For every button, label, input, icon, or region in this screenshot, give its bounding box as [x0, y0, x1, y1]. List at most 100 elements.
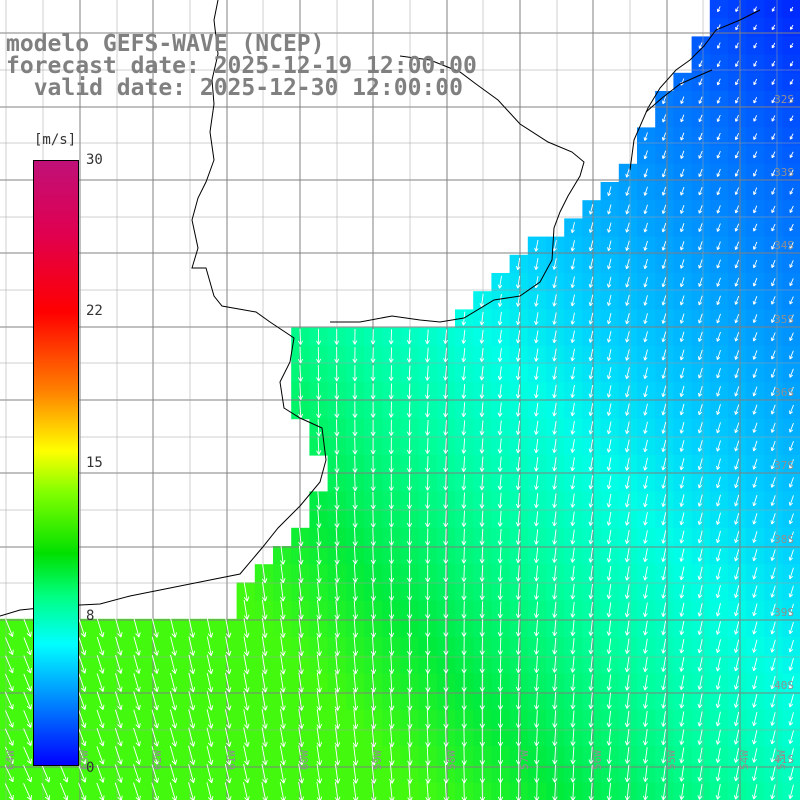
wind-arrow	[515, 384, 521, 399]
wind-arrow	[352, 419, 358, 437]
wind-arrow	[698, 223, 703, 233]
wind-arrow	[716, 60, 721, 68]
wind-cell	[782, 782, 800, 800]
wind-arrow	[388, 654, 395, 674]
wind-arrow	[479, 601, 485, 619]
wind-arrow	[316, 654, 322, 675]
wind-arrow	[679, 729, 685, 745]
wind-arrow	[734, 350, 740, 360]
wind-arrow	[643, 204, 648, 215]
wind-arrow	[316, 618, 322, 638]
wind-arrow	[78, 764, 87, 783]
wind-arrow	[770, 748, 776, 763]
wind-arrow	[114, 727, 123, 747]
wind-arrow	[570, 565, 576, 582]
wind-arrow	[298, 581, 304, 602]
wind-arrow	[334, 527, 340, 547]
wind-arrow	[425, 438, 430, 454]
wind-arrow	[534, 366, 539, 380]
wind-arrow	[316, 709, 323, 729]
wind-arrow	[334, 346, 340, 364]
wind-arrow	[280, 618, 286, 638]
wind-arrow	[169, 727, 178, 747]
wind-arrow	[406, 437, 412, 455]
wind-arrow	[443, 474, 449, 491]
wind-arrow	[661, 385, 667, 398]
wind-arrow	[78, 618, 87, 638]
wind-arrow	[752, 675, 758, 690]
wind-arrow	[734, 512, 740, 525]
wind-arrow	[570, 312, 575, 325]
wind-arrow	[790, 6, 794, 12]
wind-arrow	[243, 581, 250, 602]
wind-arrow	[643, 331, 648, 343]
wind-arrow	[370, 709, 377, 729]
wind-arrow	[443, 619, 449, 637]
wind-arrow	[407, 727, 413, 748]
wind-arrow	[461, 365, 467, 381]
wind-arrow	[679, 476, 685, 489]
wind-arrow	[316, 527, 322, 547]
wind-arrow	[733, 693, 740, 708]
wind-arrow	[734, 169, 740, 177]
wind-arrow	[334, 437, 340, 455]
wind-arrow	[788, 639, 794, 653]
wind-arrow	[352, 763, 359, 784]
colorbar-tick-30: 30	[86, 152, 103, 168]
wind-arrow	[771, 278, 776, 287]
wind-arrow	[788, 549, 794, 561]
wind-arrow	[570, 222, 575, 234]
wind-arrow	[533, 565, 539, 582]
wind-arrow	[788, 495, 794, 506]
wind-arrow	[715, 566, 721, 580]
wind-arrow	[661, 656, 667, 672]
wind-arrow	[334, 672, 341, 693]
wind-arrow	[298, 781, 305, 800]
wind-arrow	[661, 620, 667, 636]
wind-arrow	[752, 748, 758, 763]
wind-arrow	[716, 349, 721, 361]
wind-arrow	[206, 654, 214, 675]
wind-arrow	[5, 619, 14, 637]
wind-arrow	[370, 437, 376, 455]
wind-arrow	[698, 331, 703, 342]
wind-arrow	[716, 205, 721, 214]
wind-arrow	[715, 639, 721, 654]
wind-arrow	[406, 329, 412, 345]
wind-arrow	[679, 747, 685, 764]
wind-arrow	[552, 764, 558, 783]
wind-arrow	[625, 186, 630, 196]
wind-arrow	[770, 350, 776, 360]
wind-arrow	[625, 349, 630, 361]
wind-arrow	[643, 548, 648, 563]
wind-arrow	[534, 312, 539, 325]
wind-arrow	[316, 600, 322, 620]
wind-arrow	[715, 621, 721, 635]
wind-arrow	[733, 639, 740, 653]
wind-arrow	[479, 402, 485, 417]
wind-arrow	[4, 710, 14, 728]
wind-arrow	[789, 422, 794, 433]
wind-arrow	[334, 455, 340, 473]
wind-arrow	[588, 529, 594, 545]
wind-arrow	[679, 765, 685, 782]
wind-arrow	[770, 549, 776, 562]
lat-label: 32S	[774, 93, 794, 106]
wind-arrow	[697, 765, 703, 782]
wind-arrow	[552, 475, 557, 490]
wind-arrow	[552, 366, 557, 380]
wind-arrow	[188, 654, 196, 675]
wind-arrow	[661, 331, 667, 343]
wind-arrow	[96, 655, 105, 674]
wind-arrow	[78, 655, 87, 674]
wind-arrow	[624, 765, 630, 783]
wind-arrow	[752, 513, 758, 525]
wind-arrow	[461, 601, 467, 619]
wind-arrow	[624, 584, 630, 599]
wind-arrow	[406, 365, 412, 381]
wind-arrow	[752, 404, 758, 415]
wind-arrow	[624, 728, 630, 746]
wind-arrow	[788, 676, 794, 690]
wind-arrow	[715, 729, 721, 745]
wind-arrow	[606, 349, 612, 361]
